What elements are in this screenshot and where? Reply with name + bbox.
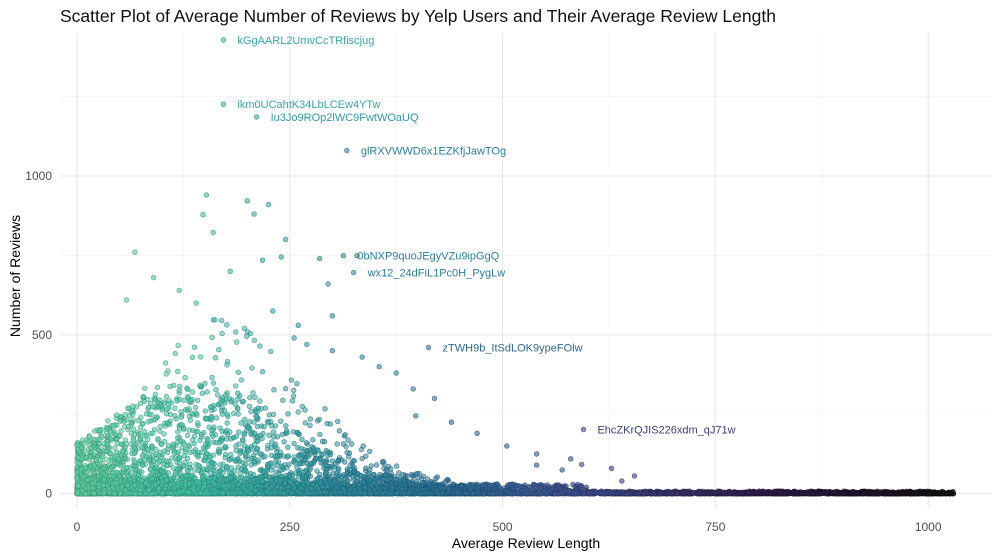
data-point bbox=[637, 491, 644, 497]
data-point bbox=[195, 397, 201, 403]
data-point bbox=[921, 490, 928, 497]
data-point bbox=[587, 489, 593, 496]
data-point bbox=[555, 484, 562, 490]
data-point bbox=[810, 491, 816, 497]
data-point bbox=[271, 429, 277, 435]
data-point bbox=[222, 443, 229, 450]
data-point bbox=[614, 489, 621, 496]
data-point bbox=[786, 490, 792, 497]
data-point bbox=[690, 490, 696, 497]
data-point bbox=[804, 490, 811, 497]
data-point bbox=[219, 428, 225, 434]
data-point bbox=[849, 489, 855, 495]
chart-title: Scatter Plot of Average Number of Review… bbox=[60, 6, 776, 26]
data-point bbox=[572, 491, 579, 497]
data-point bbox=[508, 482, 514, 488]
data-point bbox=[213, 415, 220, 421]
data-point bbox=[715, 488, 721, 495]
data-point bbox=[763, 490, 770, 497]
data-point bbox=[170, 474, 177, 480]
data-point bbox=[908, 491, 914, 497]
data-point bbox=[235, 411, 241, 417]
data-point bbox=[720, 490, 727, 497]
data-point bbox=[916, 491, 923, 497]
data-point bbox=[531, 481, 537, 488]
data-point bbox=[674, 490, 680, 497]
data-point bbox=[536, 489, 542, 495]
data-point bbox=[283, 423, 289, 429]
data-point bbox=[552, 491, 558, 497]
data-point bbox=[625, 490, 631, 497]
data-point bbox=[565, 488, 572, 494]
data-point bbox=[656, 491, 663, 497]
data-point bbox=[926, 490, 932, 497]
data-point bbox=[235, 406, 241, 412]
data-point bbox=[739, 490, 746, 496]
data-point bbox=[680, 488, 686, 495]
data-point bbox=[777, 488, 783, 494]
data-point bbox=[794, 489, 800, 495]
data-point bbox=[523, 491, 529, 497]
data-point bbox=[704, 490, 711, 496]
data-point bbox=[543, 491, 550, 497]
data-point bbox=[240, 437, 246, 443]
data-point bbox=[860, 491, 866, 497]
data-point bbox=[213, 387, 219, 393]
data-point bbox=[202, 408, 209, 414]
data-point bbox=[577, 484, 584, 490]
data-point bbox=[600, 491, 607, 497]
data-point bbox=[876, 490, 883, 496]
data-point bbox=[163, 411, 170, 417]
data-point bbox=[281, 439, 287, 445]
data-point bbox=[823, 490, 829, 496]
data-point bbox=[753, 490, 759, 496]
data-point bbox=[651, 491, 657, 497]
data-point bbox=[105, 418, 111, 424]
data-point bbox=[669, 490, 676, 497]
data-point bbox=[158, 441, 165, 448]
data-point bbox=[496, 484, 503, 490]
data-point bbox=[513, 483, 519, 489]
data-point bbox=[696, 489, 702, 496]
data-point bbox=[112, 445, 118, 451]
data-point bbox=[870, 490, 877, 497]
data-point bbox=[210, 380, 217, 386]
data-point bbox=[841, 490, 847, 497]
data-point bbox=[262, 405, 268, 411]
data-point bbox=[224, 420, 230, 426]
data-point bbox=[726, 490, 732, 497]
data-point bbox=[833, 490, 839, 496]
data-point bbox=[946, 490, 953, 497]
data-point bbox=[886, 490, 893, 496]
data-point bbox=[184, 432, 191, 439]
data-point bbox=[608, 489, 614, 496]
data-point bbox=[900, 491, 906, 497]
data-point bbox=[507, 490, 513, 497]
data-points bbox=[74, 37, 957, 497]
data-point bbox=[746, 489, 752, 495]
data-point bbox=[197, 382, 203, 388]
data-point bbox=[489, 491, 496, 497]
data-point bbox=[514, 490, 521, 496]
data-point bbox=[137, 400, 144, 406]
data-point bbox=[314, 468, 320, 474]
data-point bbox=[939, 490, 945, 497]
data-point bbox=[497, 490, 504, 497]
data-point bbox=[241, 430, 248, 436]
data-point bbox=[113, 449, 120, 456]
data-point bbox=[538, 484, 544, 491]
data-point bbox=[291, 440, 297, 447]
